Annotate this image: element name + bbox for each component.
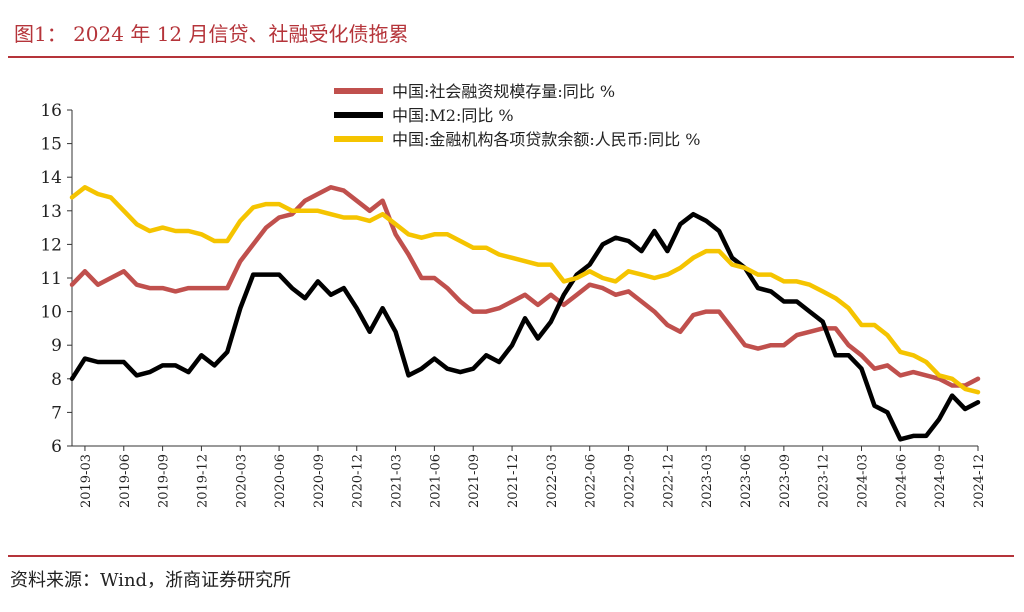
y-tick-label: 13 <box>40 202 62 222</box>
x-tick-label: 2022-09 <box>623 454 638 508</box>
x-tick-label: 2019-12 <box>195 454 210 508</box>
x-tick-label: 2021-12 <box>506 454 521 508</box>
title-divider <box>8 56 1014 58</box>
series-lines <box>69 185 981 442</box>
x-tick-label: 2023-03 <box>700 454 715 508</box>
x-tick-label: 2022-03 <box>545 454 560 508</box>
page-title: 图1： 2024 年 12 月信贷、社融受化债拖累 <box>14 22 409 46</box>
y-tick-label: 12 <box>40 235 62 255</box>
series-line-1 <box>69 211 981 442</box>
y-tick-label: 11 <box>40 269 62 289</box>
y-tick-label: 6 <box>51 437 62 457</box>
x-tick-label: 2021-06 <box>428 454 443 508</box>
source-note: 资料来源：Wind，浙商证券研究所 <box>10 570 292 591</box>
x-tick-label: 2019-09 <box>157 454 172 508</box>
footer-divider <box>8 555 1014 557</box>
y-tick-label: 8 <box>51 370 62 390</box>
x-tick-label: 2022-06 <box>584 454 599 508</box>
x-tick-label: 2024-06 <box>894 454 909 508</box>
x-tick-label: 2019-03 <box>79 454 94 508</box>
x-tick-label: 2024-12 <box>972 454 987 508</box>
x-tick-label: 2023-12 <box>817 454 832 508</box>
x-tick-label: 2024-09 <box>933 454 948 508</box>
x-tick-label: 2021-09 <box>467 454 482 508</box>
y-tick-label: 16 <box>40 101 62 121</box>
y-tick-label: 10 <box>40 303 62 323</box>
series-line-2 <box>69 185 981 395</box>
x-tick-label: 2020-09 <box>312 454 327 508</box>
axes: 6 7 8 9 10 11 12 13 14 15 16 2019-03 2019-06 2019-09 2… <box>40 101 987 508</box>
y-tick-label: 14 <box>40 168 62 188</box>
legend-label-2: 中国:金融机构各项贷款余额:人民币:同比 % <box>392 130 700 149</box>
x-tick-label: 2020-12 <box>351 454 366 508</box>
y-tick-label: 15 <box>40 135 62 155</box>
x-tick-label: 2020-06 <box>273 454 288 508</box>
line-chart: 6 7 8 9 10 11 12 13 14 15 16 2019-03 2019-06 2019-09 2… <box>40 82 987 508</box>
y-tick-label: 7 <box>51 403 62 423</box>
legend-label-1: 中国:M2:同比 % <box>392 106 514 125</box>
y-tick-label: 9 <box>51 336 62 356</box>
legend: 中国:社会融资规模存量:同比 % 中国:M2:同比 % 中国:金融机构各项贷款余额:… <box>334 82 700 149</box>
legend-label-0: 中国:社会融资规模存量:同比 % <box>392 82 615 101</box>
x-tick-label: 2023-09 <box>778 454 793 508</box>
x-tick-label: 2022-12 <box>661 454 676 508</box>
x-tick-label: 2020-03 <box>234 454 249 508</box>
x-tick-label: 2021-03 <box>390 454 405 508</box>
x-tick-label: 2024-03 <box>856 454 871 508</box>
x-tick-label: 2019-06 <box>118 454 133 508</box>
x-tick-label: 2023-06 <box>739 454 754 508</box>
